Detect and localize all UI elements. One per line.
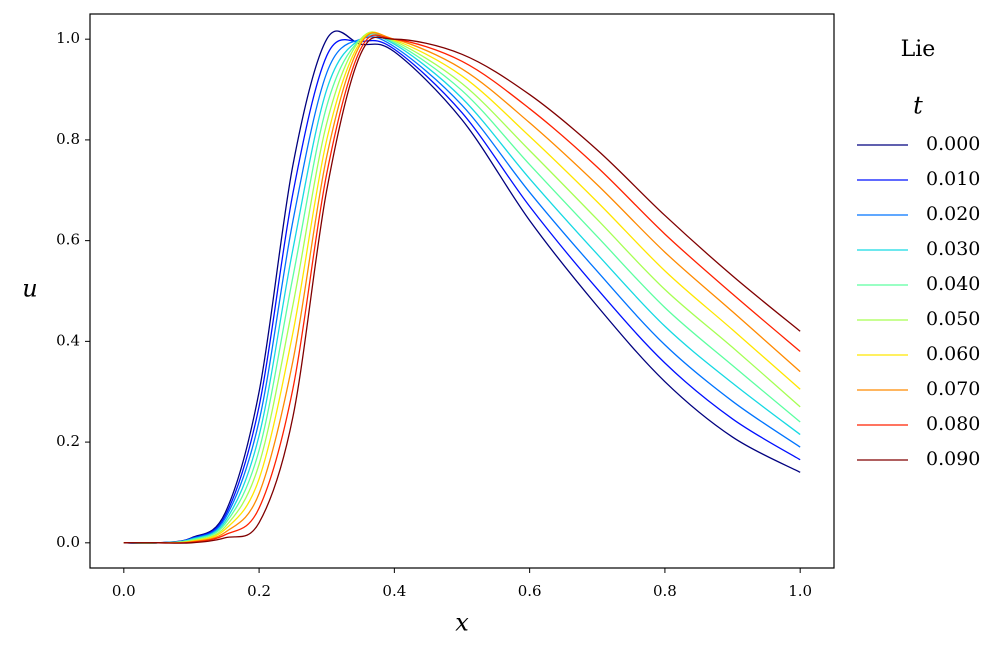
legend-label: 0.070 [926,378,980,400]
legend-label: 0.000 [926,133,980,155]
plot-frame [89,13,835,569]
legend-title: t [913,92,923,120]
legend-label: 0.030 [926,238,980,260]
x-tick-label: 0.0 [112,582,136,600]
series-line [123,31,801,544]
legend-label: 0.080 [926,413,980,435]
series-line [123,36,801,544]
legend-label: 0.090 [926,448,980,470]
legend-label: 0.020 [926,203,980,225]
series-line [123,34,801,544]
y-tick-label: 0.6 [56,231,80,249]
y-tick-label: 0.4 [56,331,80,349]
series-line [123,31,801,544]
x-tick-label: 0.4 [382,582,406,600]
legend-label: 0.060 [926,343,980,365]
y-tick-label: 0.0 [56,533,80,551]
x-tick-label: 0.2 [247,582,271,600]
x-tick-label: 0.8 [653,582,677,600]
x-axis-label: x [455,609,469,637]
y-tick-label: 0.2 [56,432,80,450]
x-tick-label: 0.6 [518,582,542,600]
chart-title: Lie [901,37,936,62]
legend-label: 0.040 [926,273,980,295]
y-tick-label: 1.0 [56,29,80,47]
legend-label: 0.050 [926,308,980,330]
y-tick-label: 0.8 [56,130,80,148]
legend-label: 0.010 [926,168,980,190]
x-tick-label: 1.0 [788,582,812,600]
series-line [123,32,801,544]
y-axis-label: u [22,275,37,303]
